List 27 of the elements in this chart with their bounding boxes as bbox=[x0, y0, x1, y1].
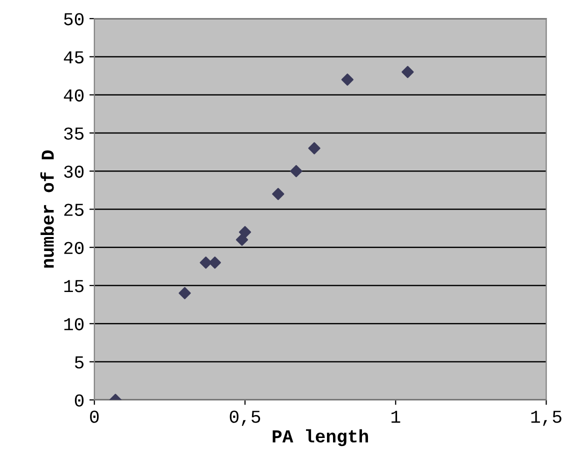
x-tick-label: 0,5 bbox=[230, 410, 260, 426]
x-tick-label: 0 bbox=[90, 410, 99, 423]
y-axis-title: number of D bbox=[40, 150, 54, 268]
y-tick-label: 0 bbox=[74, 394, 84, 407]
y-tick-label: 5 bbox=[74, 356, 84, 368]
point bbox=[308, 142, 320, 154]
y-tick-label: 35 bbox=[64, 127, 84, 140]
point bbox=[402, 66, 414, 78]
y-tick-label: 50 bbox=[64, 13, 84, 26]
point bbox=[272, 188, 284, 200]
y-tick-label: 40 bbox=[64, 89, 84, 102]
y-tick-label: 10 bbox=[64, 318, 84, 330]
point bbox=[200, 256, 212, 269]
y-tick-label: 30 bbox=[64, 166, 84, 178]
point bbox=[341, 74, 354, 86]
x-axis-title: PA length bbox=[272, 429, 368, 446]
y-tick-label: 20 bbox=[64, 242, 84, 254]
point bbox=[290, 165, 302, 178]
y-tick-label: 15 bbox=[64, 280, 84, 292]
point bbox=[238, 226, 252, 238]
point bbox=[236, 234, 248, 246]
x-tick-label: 1 bbox=[392, 410, 400, 423]
y-tick-label: 25 bbox=[64, 204, 84, 216]
y-tick-label: 45 bbox=[64, 51, 84, 64]
point bbox=[178, 287, 191, 300]
x-tick-label: 1,5 bbox=[531, 410, 562, 426]
point bbox=[208, 256, 221, 269]
